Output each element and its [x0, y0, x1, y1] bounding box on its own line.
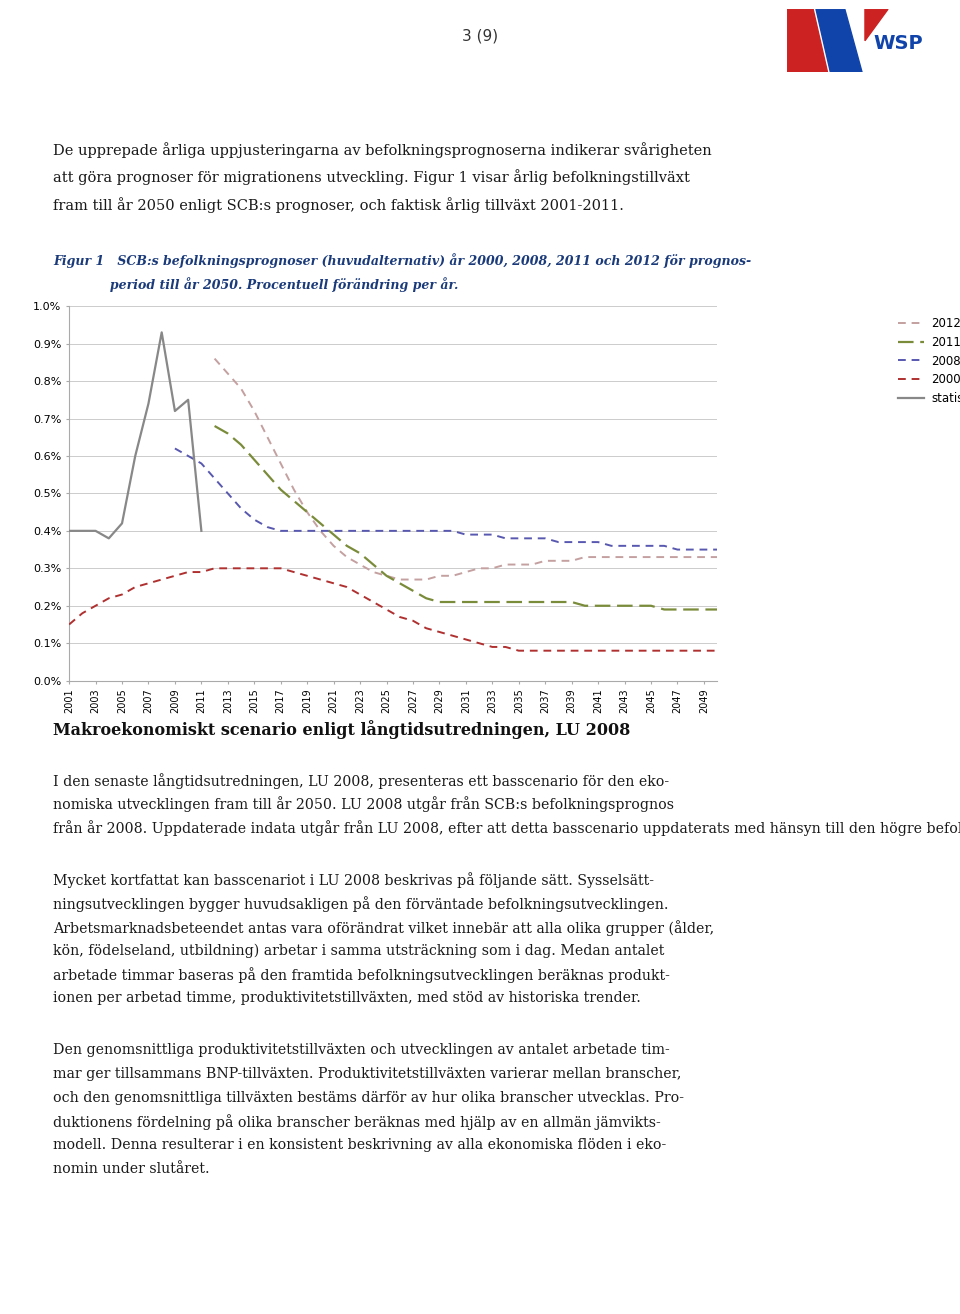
- Polygon shape: [787, 9, 828, 72]
- Text: Makroekonomiskt scenario enligt långtidsutredningen, LU 2008: Makroekonomiskt scenario enligt långtids…: [53, 720, 630, 738]
- Text: ningsutvecklingen bygger huvudsakligen på den förväntade befolkningsutvecklingen: ningsutvecklingen bygger huvudsakligen p…: [53, 896, 668, 912]
- Polygon shape: [816, 9, 862, 72]
- Text: fram till år 2050 enligt SCB:s prognoser, och faktisk årlig tillväxt 2001-2011.: fram till år 2050 enligt SCB:s prognoser…: [53, 197, 624, 213]
- Text: period till år 2050. Procentuell förändring per år.: period till år 2050. Procentuell förändr…: [53, 277, 458, 292]
- Text: Figur 1   SCB:s befolkningsprognoser (huvudalternativ) år 2000, 2008, 2011 och 2: Figur 1 SCB:s befolkningsprognoser (huvu…: [53, 254, 751, 268]
- Text: ionen per arbetad timme, produktivitetstillväxten, med stöd av historiska trende: ionen per arbetad timme, produktivitetst…: [53, 991, 640, 1005]
- Text: WSP: WSP: [874, 34, 924, 54]
- Text: kön, födelseland, utbildning) arbetar i samma utsträckning som i dag. Medan anta: kön, födelseland, utbildning) arbetar i …: [53, 943, 664, 958]
- Legend: 2012, 2011, 2008, 2000, statistik: 2012, 2011, 2008, 2000, statistik: [894, 311, 960, 410]
- Text: Arbetsmarknadsbeteendet antas vara oförändrat vilket innebär att alla olika grup: Arbetsmarknadsbeteendet antas vara oförä…: [53, 920, 714, 936]
- Text: nomiska utvecklingen fram till år 2050. LU 2008 utgår från SCB:s befolkningsprog: nomiska utvecklingen fram till år 2050. …: [53, 796, 674, 812]
- Text: duktionens fördelning på olika branscher beräknas med hjälp av en allmän jämvikt: duktionens fördelning på olika branscher…: [53, 1114, 660, 1130]
- Text: mar ger tillsammans BNP-tillväxten. Produktivitetstillväxten varierar mellan bra: mar ger tillsammans BNP-tillväxten. Prod…: [53, 1067, 682, 1081]
- Text: Den genomsnittliga produktivitetstillväxten och utvecklingen av antalet arbetade: Den genomsnittliga produktivitetstillväx…: [53, 1043, 669, 1058]
- Text: Mycket kortfattat kan basscenariot i LU 2008 beskrivas på följande sätt. Syssels: Mycket kortfattat kan basscenariot i LU …: [53, 872, 654, 888]
- Text: från år 2008. Uppdaterade indata utgår från LU 2008, efter att detta basscenario: från år 2008. Uppdaterade indata utgår f…: [53, 820, 960, 836]
- Text: och den genomsnittliga tillväxten bestäms därför av hur olika branscher utveckla: och den genomsnittliga tillväxten bestäm…: [53, 1091, 684, 1105]
- Text: nomin under slutåret.: nomin under slutåret.: [53, 1162, 209, 1176]
- Text: I den senaste långtidsutredningen, LU 2008, presenteras ett basscenario för den : I den senaste långtidsutredningen, LU 20…: [53, 773, 669, 788]
- Text: modell. Denna resulterar i en konsistent beskrivning av alla ekonomiska flöden i: modell. Denna resulterar i en konsistent…: [53, 1138, 666, 1152]
- Text: De upprepade årliga uppjusteringarna av befolkningsprognoserna indikerar svårigh: De upprepade årliga uppjusteringarna av …: [53, 142, 711, 158]
- Text: arbetade timmar baseras på den framtida befolkningsutvecklingen beräknas produkt: arbetade timmar baseras på den framtida …: [53, 967, 670, 983]
- Text: 3 (9): 3 (9): [462, 29, 498, 43]
- Polygon shape: [865, 9, 888, 41]
- Text: att göra prognoser för migrationens utveckling. Figur 1 visar årlig befolkningst: att göra prognoser för migrationens utve…: [53, 170, 689, 185]
